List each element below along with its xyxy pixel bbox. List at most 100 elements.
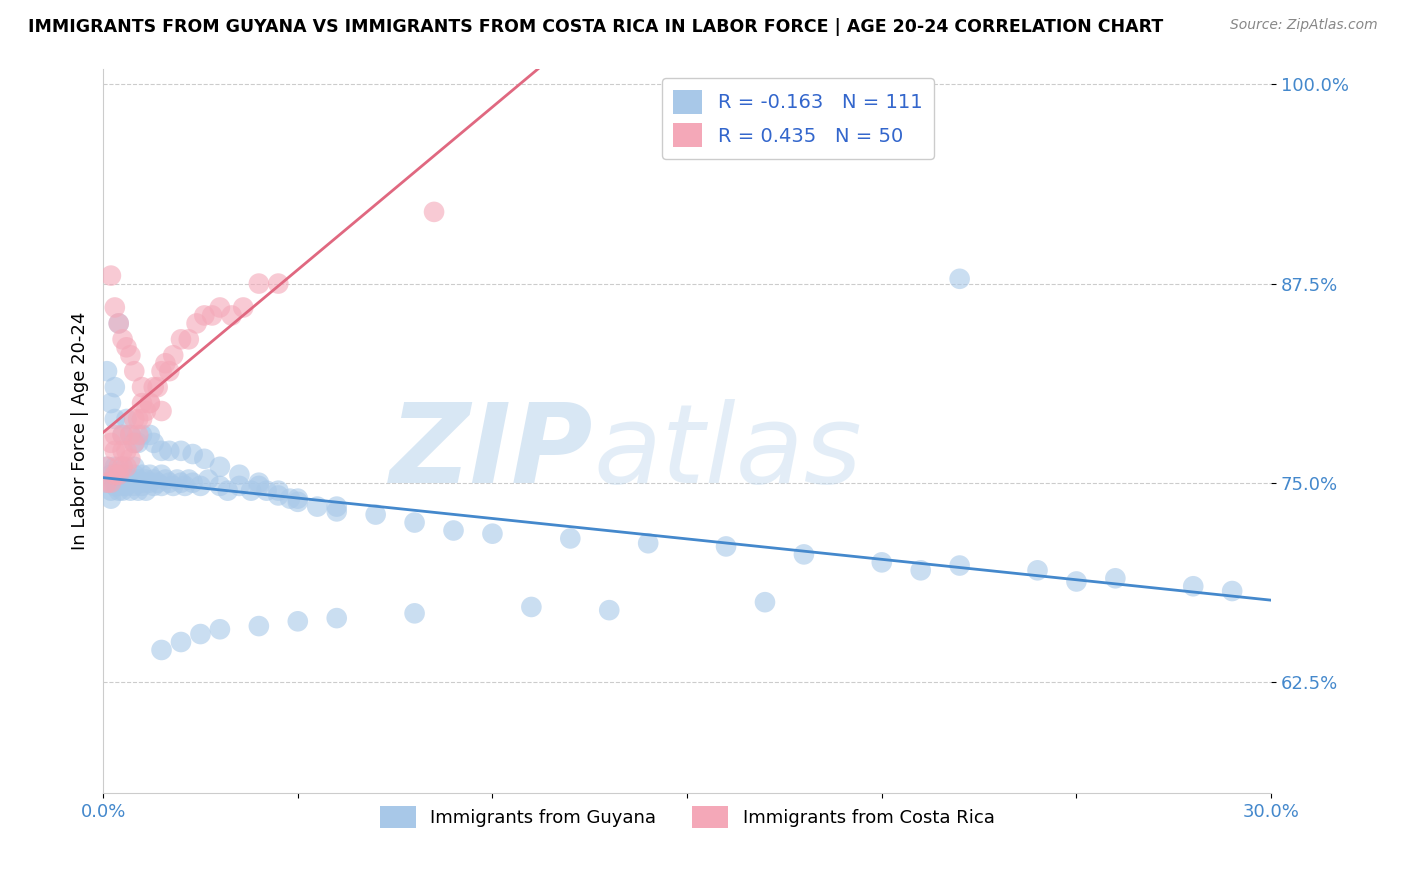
Point	[208, 622, 231, 636]
Point	[157, 475, 180, 490]
Point	[150, 467, 173, 482]
Point	[949, 558, 972, 573]
Point	[754, 595, 776, 609]
Point	[120, 451, 142, 466]
Point	[404, 607, 426, 621]
Point	[107, 467, 129, 482]
Point	[177, 473, 200, 487]
Point	[325, 504, 347, 518]
Text: ZIP: ZIP	[391, 400, 593, 506]
Point	[100, 475, 122, 490]
Point	[146, 380, 169, 394]
Point	[139, 396, 162, 410]
Point	[107, 475, 129, 490]
Point	[100, 483, 122, 498]
Point	[520, 599, 543, 614]
Point	[135, 483, 157, 498]
Point	[157, 364, 180, 378]
Point	[111, 459, 134, 474]
Point	[139, 475, 162, 490]
Point	[127, 412, 149, 426]
Point	[131, 479, 153, 493]
Point	[166, 473, 188, 487]
Point	[127, 473, 149, 487]
Point	[120, 428, 142, 442]
Point	[96, 475, 118, 490]
Point	[287, 495, 309, 509]
Point	[247, 619, 270, 633]
Point	[96, 459, 118, 474]
Point	[287, 491, 309, 506]
Point	[127, 428, 149, 442]
Point	[232, 301, 254, 315]
Point	[325, 500, 347, 514]
Point	[201, 309, 224, 323]
Point	[170, 443, 193, 458]
Point	[96, 459, 118, 474]
Point	[170, 475, 193, 490]
Point	[100, 467, 122, 482]
Point	[949, 272, 972, 286]
Point	[124, 436, 146, 450]
Point	[139, 467, 162, 482]
Point	[104, 479, 127, 493]
Point	[111, 332, 134, 346]
Point	[714, 540, 737, 554]
Point	[181, 447, 204, 461]
Point	[267, 277, 290, 291]
Point	[150, 643, 173, 657]
Point	[115, 475, 138, 490]
Point	[142, 380, 165, 394]
Point	[115, 340, 138, 354]
Point	[228, 479, 250, 493]
Point	[100, 436, 122, 450]
Point	[104, 380, 127, 394]
Point	[139, 428, 162, 442]
Point	[146, 475, 169, 490]
Point	[131, 475, 153, 490]
Point	[135, 404, 157, 418]
Point	[155, 356, 177, 370]
Point	[131, 380, 153, 394]
Point	[1066, 574, 1088, 589]
Point	[208, 301, 231, 315]
Point	[157, 443, 180, 458]
Point	[104, 459, 127, 474]
Point	[1104, 571, 1126, 585]
Point	[107, 483, 129, 498]
Point	[111, 479, 134, 493]
Point	[150, 364, 173, 378]
Point	[190, 627, 212, 641]
Point	[120, 428, 142, 442]
Point	[910, 563, 932, 577]
Point	[423, 205, 446, 219]
Point	[115, 412, 138, 426]
Point	[120, 473, 142, 487]
Point	[111, 473, 134, 487]
Point	[115, 467, 138, 482]
Point	[135, 473, 157, 487]
Point	[104, 412, 127, 426]
Point	[111, 483, 134, 498]
Point	[170, 635, 193, 649]
Point	[120, 483, 142, 498]
Point	[197, 473, 219, 487]
Point	[104, 443, 127, 458]
Point	[100, 491, 122, 506]
Point	[111, 443, 134, 458]
Y-axis label: In Labor Force | Age 20-24: In Labor Force | Age 20-24	[72, 311, 89, 550]
Point	[120, 475, 142, 490]
Point	[131, 467, 153, 482]
Point	[247, 475, 270, 490]
Point	[127, 483, 149, 498]
Point	[115, 479, 138, 493]
Point	[228, 467, 250, 482]
Point	[131, 412, 153, 426]
Point	[598, 603, 620, 617]
Point	[404, 516, 426, 530]
Point	[107, 459, 129, 474]
Point	[162, 479, 184, 493]
Point	[124, 459, 146, 474]
Point	[267, 483, 290, 498]
Point	[96, 475, 118, 490]
